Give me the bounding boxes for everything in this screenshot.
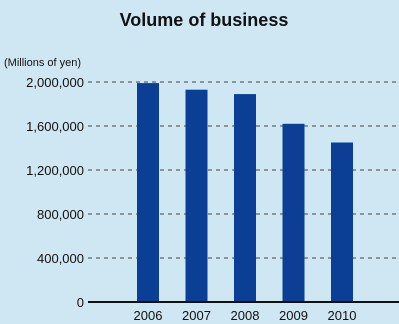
y-tick-label: 2,000,000 <box>26 75 84 90</box>
y-axis-unit-label: (Millions of yen) <box>4 57 81 69</box>
x-axis-tick-labels: 2006 2007 2008 2009 2010 <box>134 308 357 323</box>
x-tick-label: 2009 <box>279 308 308 323</box>
chart-title: Volume of business <box>120 10 289 30</box>
x-tick-label: 2010 <box>328 308 357 323</box>
y-tick-label: 800,000 <box>37 207 84 222</box>
x-tick-label: 2006 <box>134 308 163 323</box>
y-tick-label: 1,600,000 <box>26 119 84 134</box>
y-tick-label: 400,000 <box>37 251 84 266</box>
x-tick-label: 2008 <box>231 308 260 323</box>
bar-2009 <box>282 123 305 302</box>
y-tick-label: 0 <box>77 295 84 310</box>
y-tick-label: 1,200,000 <box>26 163 84 178</box>
bar-2008 <box>234 94 256 302</box>
y-axis-tick-labels: 0 400,000 800,000 1,200,000 1,600,000 2,000,0… <box>26 75 84 310</box>
bar-2010 <box>331 142 353 302</box>
x-tick-label: 2007 <box>182 308 211 323</box>
bars <box>137 83 353 302</box>
bar-2006 <box>137 83 159 302</box>
bar-2007 <box>185 89 208 302</box>
